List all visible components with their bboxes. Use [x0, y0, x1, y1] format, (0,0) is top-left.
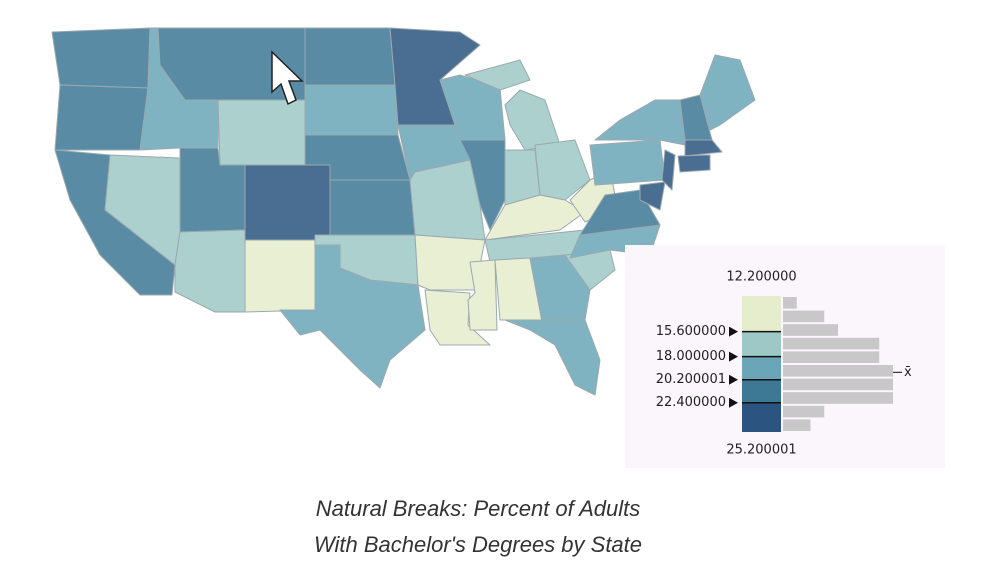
class-swatch	[742, 379, 781, 403]
state	[217, 99, 306, 166]
histogram-bar	[783, 392, 893, 404]
break-label: 20.200001	[656, 372, 726, 387]
state	[174, 229, 246, 313]
histogram-bar	[783, 337, 880, 350]
state	[534, 139, 591, 201]
us-map	[51, 27, 756, 396]
histogram-bar	[783, 324, 838, 336]
mean-label: x̄	[904, 365, 912, 380]
break-handle	[729, 374, 738, 385]
break-label: 15.600000	[656, 324, 726, 339]
class-swatch	[742, 402, 781, 432]
class-swatch	[742, 356, 781, 380]
state	[639, 181, 666, 211]
legend: 12.200000 15.600000 18.000000 20.200001 22.4…	[656, 270, 912, 458]
state	[467, 259, 498, 331]
state	[329, 179, 416, 236]
cursor	[271, 50, 304, 106]
state	[54, 84, 149, 151]
state	[51, 27, 151, 89]
break-handle	[729, 397, 738, 408]
histogram-bar	[783, 378, 893, 391]
state	[594, 99, 686, 146]
class-swatch	[742, 331, 781, 357]
break-label: 22.400000	[656, 395, 726, 410]
state	[279, 244, 426, 389]
histogram-bar	[783, 310, 825, 323]
break-handle	[729, 351, 738, 362]
histogram-bar	[783, 297, 797, 309]
state	[529, 254, 591, 323]
state	[424, 289, 491, 346]
caption: With Bachelor's Degrees by State	[314, 532, 642, 557]
state	[661, 149, 676, 191]
class-swatch	[742, 296, 781, 332]
histogram-bar	[783, 405, 825, 418]
break-label: 18.000000	[656, 349, 726, 364]
state	[464, 59, 531, 91]
histogram-bar	[783, 365, 893, 377]
state	[484, 194, 586, 241]
state	[504, 89, 561, 151]
state	[304, 27, 396, 86]
state	[304, 84, 399, 136]
state	[699, 54, 756, 131]
state	[414, 234, 486, 291]
state	[504, 319, 601, 396]
state	[244, 164, 331, 241]
state	[459, 139, 506, 231]
state	[244, 239, 316, 313]
break-label: 25.200001	[726, 443, 796, 458]
state	[589, 139, 666, 186]
histogram-bar	[783, 419, 811, 431]
state	[684, 139, 723, 157]
caption: Natural Breaks: Percent of Adults	[316, 496, 640, 521]
break-label: 12.200000	[726, 270, 796, 285]
break-handle	[729, 326, 738, 337]
state	[677, 154, 711, 173]
histogram-bar	[783, 351, 880, 363]
